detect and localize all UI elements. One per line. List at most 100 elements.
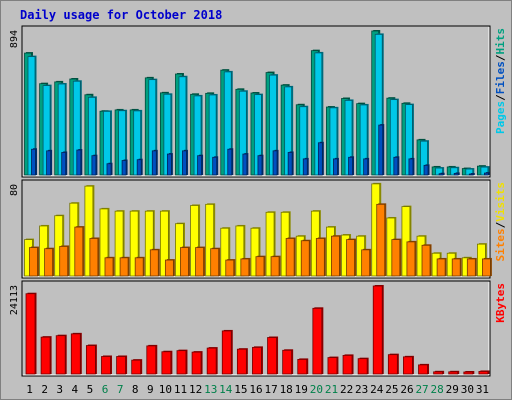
xtick-day-23: 23: [355, 383, 368, 396]
bar-visits-5: [84, 185, 94, 277]
bar-pages-13: [212, 156, 218, 176]
bar-sites-26: [406, 241, 416, 277]
xtick-day-9: 9: [147, 383, 154, 396]
bar-pages-5: [91, 155, 97, 176]
bar-sites-2: [44, 248, 53, 277]
bar-pages-11: [182, 150, 187, 176]
bar-kbytes-20: [312, 307, 323, 375]
xtick-day-22: 22: [340, 383, 353, 396]
bar-sites-25: [391, 239, 401, 277]
bar-pages-17: [272, 150, 278, 176]
bar-sites-3: [59, 246, 69, 277]
bar-kbytes-28: [433, 371, 444, 375]
bar-pages-16: [257, 155, 263, 176]
bar-visits-16: [250, 227, 260, 277]
bar-sites-1: [29, 247, 38, 277]
bar-kbytes-31: [478, 371, 489, 375]
bar-sites-28: [436, 258, 446, 277]
bar-pages-14: [227, 148, 233, 176]
legend-entry-hits_files_pages-0: Pages: [494, 101, 507, 134]
bar-sites-18: [285, 238, 295, 277]
bar-kbytes-24: [372, 285, 383, 375]
bar-visits-10: [159, 210, 169, 277]
xtick-day-1: 1: [26, 383, 33, 396]
ytick-max-visits_sites: 80: [9, 184, 20, 196]
ytick-max-hits_files_pages: 894: [9, 30, 20, 48]
bar-pages-28: [438, 173, 444, 176]
chart-title: Daily usage for October 2018: [20, 8, 222, 22]
legend-entry-visits_sites-1: /: [494, 221, 507, 228]
bar-pages-27: [423, 164, 429, 176]
bar-sites-20: [315, 238, 325, 277]
bar-sites-17: [270, 256, 280, 277]
xtick-day-26: 26: [400, 383, 413, 396]
bar-pages-21: [333, 158, 338, 176]
xtick-day-8: 8: [132, 383, 139, 396]
bar-visits-14: [220, 227, 230, 277]
bar-sites-29: [451, 258, 461, 277]
bar-visits-9: [144, 210, 154, 277]
bar-kbytes-7: [116, 356, 126, 375]
bar-pages-31: [484, 172, 489, 176]
bar-pages-9: [151, 150, 157, 176]
legend-entry-kbytes-0: KBytes: [494, 283, 507, 323]
bar-kbytes-26: [403, 356, 413, 375]
bar-pages-15: [242, 153, 248, 176]
bar-kbytes-2: [40, 336, 51, 375]
legend-entry-hits_files_pages-4: Hits: [494, 28, 507, 55]
bar-kbytes-12: [191, 351, 202, 375]
bar-pages-4: [76, 149, 82, 176]
ytick-max-kbytes: 24113: [9, 285, 20, 315]
bar-pages-6: [106, 163, 112, 176]
xtick-day-14: 14: [219, 383, 233, 396]
bar-kbytes-14: [221, 330, 232, 375]
bar-kbytes-13: [206, 347, 217, 375]
xtick-day-30: 30: [461, 383, 474, 396]
bar-sites-24: [376, 203, 386, 277]
xtick-day-16: 16: [249, 383, 262, 396]
bar-pages-23: [363, 158, 369, 176]
bar-pages-1: [31, 148, 36, 176]
xtick-day-19: 19: [295, 383, 308, 396]
bar-visits-17: [265, 211, 275, 277]
bar-sites-10: [164, 259, 174, 277]
bar-sites-31: [482, 258, 491, 277]
legend-entry-hits_files_pages-3: /: [494, 54, 507, 61]
xtick-day-28: 28: [431, 383, 444, 396]
bar-visits-7: [114, 210, 124, 277]
bar-kbytes-29: [448, 371, 459, 375]
bar-sites-8: [134, 257, 144, 277]
bar-pages-18: [287, 152, 293, 176]
legend-visits_sites: Sites/Visits: [494, 182, 507, 262]
bar-visits-12: [190, 205, 199, 277]
bar-sites-4: [74, 226, 84, 277]
bar-pages-10: [166, 153, 172, 176]
bar-kbytes-8: [131, 359, 142, 375]
bar-kbytes-4: [70, 333, 81, 375]
bar-sites-23: [361, 249, 371, 277]
xtick-day-20: 20: [310, 383, 323, 396]
bar-pages-12: [197, 155, 202, 176]
xtick-day-25: 25: [385, 383, 398, 396]
xtick-day-5: 5: [87, 383, 94, 396]
bar-kbytes-30: [463, 371, 474, 375]
bar-sites-16: [255, 256, 265, 277]
xtick-day-3: 3: [56, 383, 63, 396]
xtick-day-12: 12: [189, 383, 202, 396]
bar-pages-24: [378, 124, 384, 176]
bar-sites-6: [104, 257, 114, 277]
bar-kbytes-6: [101, 356, 111, 375]
legend-hits_files_pages: Pages/Files/Hits: [494, 28, 507, 134]
legend-kbytes: KBytes: [494, 283, 507, 323]
xtick-day-29: 29: [446, 383, 459, 396]
xtick-day-15: 15: [234, 383, 247, 396]
bar-sites-19: [300, 240, 310, 277]
legend-entry-hits_files_pages-2: Files: [494, 61, 507, 94]
bar-kbytes-16: [252, 346, 262, 375]
bar-pages-3: [61, 152, 67, 176]
bar-pages-30: [468, 173, 474, 176]
bar-kbytes-22: [342, 354, 353, 375]
bar-pages-19: [302, 158, 308, 176]
legend-entry-visits_sites-2: Visits: [494, 182, 507, 222]
xtick-day-27: 27: [415, 383, 428, 396]
